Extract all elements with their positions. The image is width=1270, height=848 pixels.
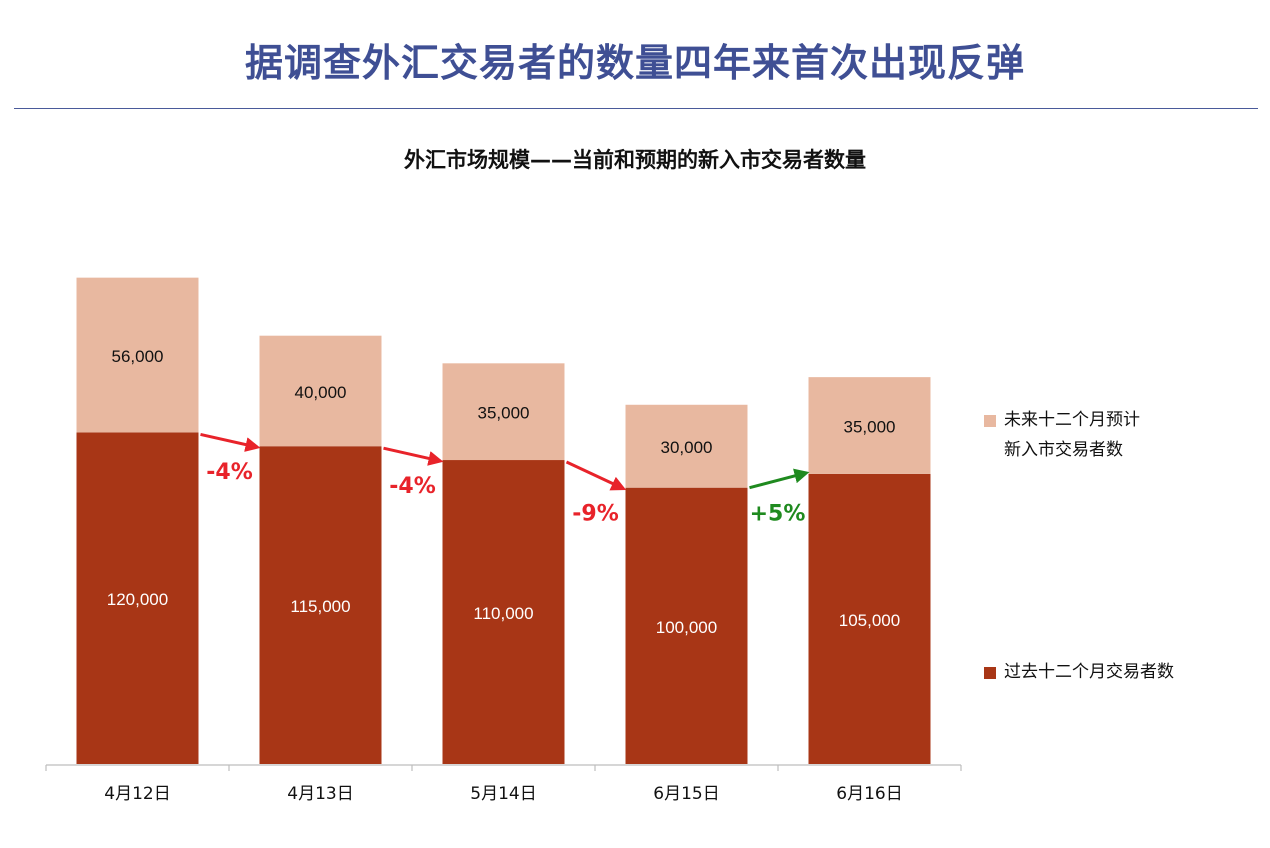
data-label-expected-new-2: 35,000 — [478, 404, 530, 423]
bar-past-traders-0 — [76, 432, 199, 764]
bar-expected-new-4 — [808, 377, 931, 474]
change-arrow-2 — [565, 460, 627, 491]
legend-swatch-expected-new — [984, 415, 996, 427]
chart-title: 外汇市场规模——当前和预期的新入市交易者数量 — [404, 148, 866, 172]
bar-expected-new-0 — [76, 277, 199, 433]
data-label-past-traders-0: 120,000 — [107, 590, 168, 609]
bar-expected-new-2 — [442, 363, 565, 461]
bar-past-traders-2 — [442, 460, 565, 764]
data-label-past-traders-4: 105,000 — [839, 611, 900, 630]
bar-past-traders-1 — [259, 446, 382, 764]
change-arrows-layer: -4% -4% -9% +5% — [200, 432, 810, 527]
x-tick-label-3: 6月15日 — [653, 784, 719, 804]
change-label-2: -9% — [572, 502, 618, 527]
x-tick-label-1: 4月13日 — [287, 784, 353, 804]
change-arrow-3 — [749, 468, 810, 490]
data-label-expected-new-4: 35,000 — [844, 417, 896, 436]
bars-layer — [76, 277, 931, 764]
legend-label-past-traders: 过去十二个月交易者数 — [1004, 662, 1174, 682]
bar-past-traders-3 — [625, 487, 748, 764]
bar-expected-new-3 — [625, 404, 748, 488]
data-labels-layer: 120,000 56,000 115,000 40,000 110,000 35,000 1… — [107, 347, 900, 637]
x-axis: 4月12日 4月13日 5月14日 6月15日 6月16日 — [45, 764, 962, 804]
page-title: 据调查外汇交易者的数量四年来首次出现反弹 — [244, 41, 1025, 85]
change-label-1: -4% — [389, 474, 435, 499]
x-tick-label-4: 6月16日 — [836, 784, 902, 804]
bar-past-traders-4 — [808, 473, 931, 764]
change-label-3: +5% — [750, 502, 806, 527]
title-divider — [14, 108, 1258, 109]
x-tick-label-0: 4月12日 — [104, 784, 170, 804]
bar-expected-new-1 — [259, 335, 382, 447]
data-label-expected-new-1: 40,000 — [295, 383, 347, 402]
change-label-0: -4% — [206, 460, 252, 485]
legend-label-expected-new: 未来十二个月预计 新入市交易者数 — [1004, 410, 1140, 460]
change-arrow-1 — [383, 446, 444, 466]
x-tick-label-2: 5月14日 — [470, 784, 536, 804]
data-label-expected-new-3: 30,000 — [661, 438, 713, 457]
legend-swatch-past-traders — [984, 667, 996, 679]
data-label-expected-new-0: 56,000 — [112, 347, 164, 366]
data-label-past-traders-3: 100,000 — [656, 618, 717, 637]
data-label-past-traders-1: 115,000 — [290, 597, 350, 616]
data-label-past-traders-2: 110,000 — [473, 604, 533, 623]
change-arrow-0 — [200, 432, 261, 452]
